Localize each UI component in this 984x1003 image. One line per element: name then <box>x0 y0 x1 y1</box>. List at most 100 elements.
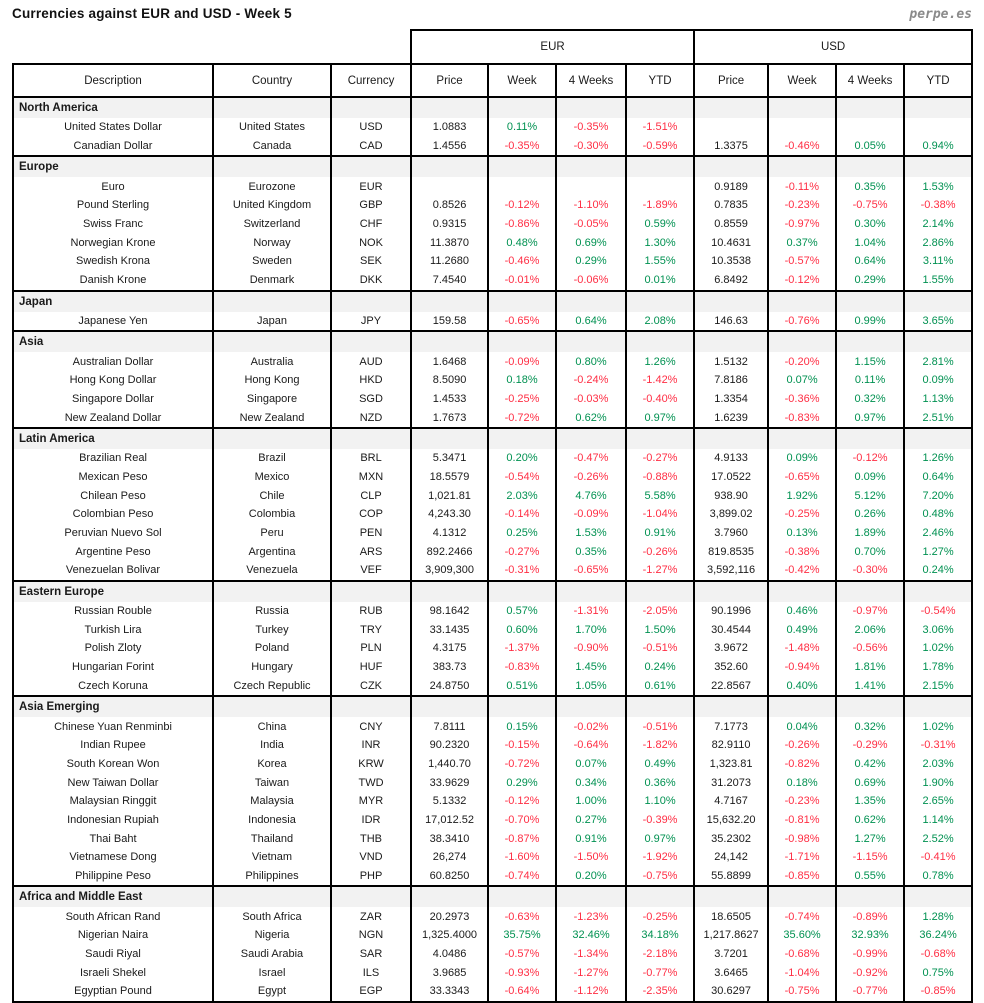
column-header-description: Description <box>12 63 214 98</box>
section-row: North America <box>12 96 974 118</box>
cell-eur-4weeks: 32.46% <box>555 926 628 945</box>
cell-usd-4weeks: 0.62% <box>835 810 906 830</box>
cell-country: Mexico <box>212 467 332 487</box>
cell-usd-price: 3.7201 <box>693 944 770 964</box>
group-header-eur: EUR <box>410 29 696 65</box>
section-filler-cell <box>487 330 558 353</box>
cell-currency: CNY <box>329 717 413 736</box>
section-label: North America <box>12 96 214 118</box>
currency-row: Singapore Dollar Singapore SGD 1.4533 -0.25%… <box>12 389 974 409</box>
currency-row: New Zealand Dollar New Zealand NZD 1.7673 -0… <box>12 408 974 428</box>
column-header-usd-price: Price <box>693 63 770 98</box>
cell-description: Japanese Yen <box>12 311 214 332</box>
cell-eur-4weeks: -1.50% <box>555 848 628 867</box>
section-filler-cell <box>903 96 974 118</box>
cell-eur-4weeks: -0.02% <box>555 717 628 736</box>
cell-usd-week: -0.23% <box>767 791 838 811</box>
cell-eur-week: 0.57% <box>487 601 558 621</box>
cell-usd-4weeks: 0.99% <box>835 311 906 332</box>
cell-eur-4weeks: -0.09% <box>555 505 628 524</box>
cell-eur-4weeks: 0.69% <box>555 233 628 253</box>
section-filler-cell <box>835 289 906 312</box>
cell-country: India <box>212 735 332 755</box>
cell-usd-week: 0.07% <box>767 370 838 390</box>
cell-usd-week: -0.38% <box>767 542 838 562</box>
cell-usd-price: 18.6505 <box>693 907 770 927</box>
currency-row: Australian Dollar Australia AUD 1.6468 -0.09… <box>12 352 974 371</box>
cell-description: Philippine Peso <box>12 866 214 887</box>
cell-currency: GBP <box>329 196 413 215</box>
cell-usd-ytd: 7.20% <box>903 486 974 505</box>
cell-usd-4weeks: -0.92% <box>835 963 906 983</box>
cell-eur-4weeks: 0.20% <box>555 866 628 887</box>
currency-row: Saudi Riyal Saudi Arabia SAR 4.0486 -0.57% -1… <box>12 944 974 964</box>
cell-eur-week: -0.35% <box>487 136 558 157</box>
cell-usd-price: 1,217.8627 <box>693 926 770 945</box>
currency-row: Polish Zloty Poland PLN 4.3175 -1.37% -0.90% -… <box>12 639 974 658</box>
cell-usd-ytd: 2.46% <box>903 523 974 543</box>
table-body: North America United States Dollar United … <box>12 96 974 1003</box>
cell-country: Taiwan <box>212 773 332 792</box>
cell-usd-4weeks: 0.69% <box>835 773 906 792</box>
cell-usd-price: 35.2302 <box>693 829 770 848</box>
cell-usd-4weeks: 0.97% <box>835 408 906 428</box>
cell-eur-price: 24.8750 <box>410 676 490 697</box>
cell-country: Colombia <box>212 505 332 524</box>
cell-country: Chile <box>212 486 332 505</box>
cell-eur-price: 11.2680 <box>410 252 490 271</box>
cell-eur-week: -0.12% <box>487 791 558 811</box>
section-filler-cell <box>212 426 332 449</box>
cell-usd-week: -1.04% <box>767 963 838 983</box>
cell-usd-4weeks: 0.26% <box>835 505 906 524</box>
cell-usd-week: -0.12% <box>767 270 838 291</box>
section-filler-cell <box>835 579 906 602</box>
cell-usd-4weeks: 0.70% <box>835 542 906 562</box>
cell-eur-ytd: 0.91% <box>625 523 696 543</box>
cell-eur-ytd: -2.35% <box>625 982 696 1003</box>
report-header: Currencies against EUR and USD - Week 5 … <box>12 6 972 28</box>
cell-usd-ytd: 2.51% <box>903 408 974 428</box>
currency-row: Philippine Peso Philippines PHP 60.8250 -0.7… <box>12 866 974 887</box>
cell-currency: VND <box>329 848 413 867</box>
cell-usd-price: 1.6239 <box>693 408 770 428</box>
cell-eur-week: -0.63% <box>487 907 558 927</box>
column-header-usd-week: Week <box>767 63 838 98</box>
cell-usd-4weeks: -0.12% <box>835 448 906 468</box>
cell-eur-4weeks: -0.03% <box>555 389 628 409</box>
cell-country: Egypt <box>212 982 332 1003</box>
cell-description: Australian Dollar <box>12 352 214 371</box>
currency-row: Chilean Peso Chile CLP 1,021.81 2.03% 4.76% 5.… <box>12 486 974 505</box>
cell-country: Sweden <box>212 252 332 271</box>
section-filler-cell <box>693 155 770 178</box>
cell-usd-4weeks: 0.09% <box>835 467 906 487</box>
section-filler-cell <box>835 330 906 353</box>
cell-usd-4weeks: -0.99% <box>835 944 906 964</box>
cell-usd-4weeks: 1.04% <box>835 233 906 253</box>
currency-row: Hong Kong Dollar Hong Kong HKD 8.5090 0.18% -… <box>12 370 974 390</box>
cell-usd-week: -0.36% <box>767 389 838 409</box>
cell-eur-price: 1.4556 <box>410 136 490 157</box>
cell-eur-price: 7.4540 <box>410 270 490 291</box>
cell-eur-ytd: -0.51% <box>625 639 696 658</box>
cell-eur-price: 4.1312 <box>410 523 490 543</box>
cell-usd-4weeks: 32.93% <box>835 926 906 945</box>
cell-eur-week: -0.25% <box>487 389 558 409</box>
cell-usd-4weeks: 1.89% <box>835 523 906 543</box>
cell-currency: CLP <box>329 486 413 505</box>
section-filler-cell <box>767 695 838 718</box>
currency-row: Venezuelan Bolivar Venezuela VEF 3,909,300-… <box>12 561 974 581</box>
currency-row: Japanese Yen Japan JPY 159.58 -0.65% 0.64% 2.0… <box>12 311 974 332</box>
section-filler-cell <box>625 330 696 353</box>
cell-currency: NOK <box>329 233 413 253</box>
cell-usd-ytd: 2.03% <box>903 754 974 774</box>
section-filler-cell <box>410 96 490 118</box>
cell-usd-week: -0.83% <box>767 408 838 428</box>
cell-eur-price: 17,012.52 <box>410 810 490 830</box>
section-filler-cell <box>835 695 906 718</box>
currency-table: EUR USD Description Country Currency Pri… <box>12 29 974 1003</box>
cell-eur-price: 3.9685 <box>410 963 490 983</box>
group-header-spacer <box>13 30 412 64</box>
section-row: Latin America <box>12 426 974 449</box>
cell-usd-4weeks: 2.06% <box>835 620 906 640</box>
cell-eur-week: -0.12% <box>487 196 558 215</box>
